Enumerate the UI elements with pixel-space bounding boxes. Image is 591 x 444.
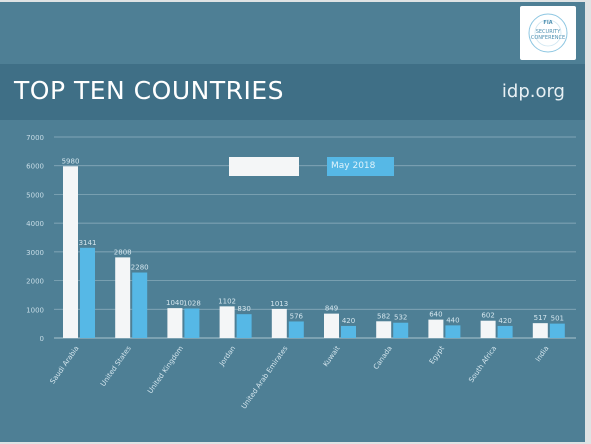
data-label: 5980 — [62, 157, 80, 165]
bar-series-2 — [445, 325, 461, 338]
y-tick-label: 2000 — [26, 278, 44, 286]
conference-logo: FIA SECURITY CONFERENCE — [520, 6, 576, 60]
legend-swatch-series-2 — [327, 157, 394, 176]
x-category-label: United Arab Emirates — [240, 344, 290, 410]
data-label: 1040 — [166, 299, 184, 307]
bar-series-1 — [480, 320, 496, 338]
y-tick-label: 4000 — [26, 220, 44, 228]
data-label: 602 — [481, 312, 494, 320]
bar-series-1 — [428, 319, 444, 338]
title-band — [0, 64, 585, 120]
x-category-label: Jordan — [217, 345, 237, 369]
x-category-label: United Kingdom — [146, 344, 185, 395]
bar-series-2 — [288, 321, 304, 338]
bar-chart: 1000 2000 3000 4000 5000 6000 7000 0 5980 3141 Sau… — [26, 134, 576, 411]
legend-swatch-series-1 — [229, 157, 299, 176]
x-category-label: Egypt — [428, 344, 446, 365]
data-label: 830 — [237, 305, 250, 313]
bar-series-2 — [184, 308, 200, 338]
y-tick-label: 0 — [40, 335, 44, 343]
x-category-label: India — [534, 345, 550, 364]
bar-series-1 — [532, 323, 548, 338]
data-label: 582 — [377, 312, 390, 320]
bar-series-2 — [341, 325, 356, 338]
data-label: 849 — [325, 305, 338, 313]
data-label: 532 — [394, 314, 407, 322]
y-tick-label: 3000 — [26, 249, 44, 257]
data-label: 2280 — [131, 264, 149, 272]
slide-title: TOP TEN COUNTRIES — [14, 76, 284, 105]
bar-series-1 — [115, 257, 131, 338]
x-category-label: Saudi Arabia — [49, 345, 81, 386]
bar-series-1 — [63, 166, 78, 338]
bar-series-2 — [497, 325, 513, 338]
x-category-label: United States — [99, 344, 133, 388]
bar-series-2 — [132, 272, 148, 338]
x-category-label: Kuwait — [322, 344, 342, 368]
logo-line-2: SECURITY — [535, 29, 561, 35]
bar-series-1 — [324, 313, 339, 338]
data-label: 440 — [446, 316, 459, 324]
data-label: 420 — [498, 317, 511, 325]
data-label: 1028 — [183, 299, 201, 307]
globe-icon — [528, 13, 568, 53]
legend-label-series-2: May 2018 — [331, 161, 376, 171]
x-category-label: South Africa — [467, 345, 498, 384]
x-category-label: Canada — [372, 345, 394, 371]
data-label: 420 — [342, 317, 355, 325]
data-label: 3141 — [79, 239, 97, 247]
y-tick-label: 5000 — [26, 191, 44, 199]
bar-series-2 — [393, 322, 409, 338]
logo-line-3: CONFERENCE — [530, 35, 566, 41]
data-label: 501 — [551, 315, 564, 323]
bar-series-2 — [80, 247, 95, 338]
data-label: 1102 — [218, 297, 236, 305]
bar-series-1 — [271, 308, 287, 338]
data-label: 1013 — [270, 300, 288, 308]
bar-series-2 — [549, 323, 565, 338]
y-tick-label: 7000 — [26, 134, 44, 142]
y-tick-label: 6000 — [26, 163, 44, 171]
data-label: 517 — [534, 314, 547, 322]
data-label: 576 — [290, 312, 304, 320]
website-label: idp.org — [501, 81, 565, 102]
bar-series-2 — [236, 314, 252, 338]
bar-series-1 — [167, 308, 183, 338]
logo-line-1: FIA — [543, 20, 553, 26]
bar-series-1 — [219, 306, 235, 338]
y-tick-label: 1000 — [26, 306, 44, 314]
bar-series-1 — [376, 321, 392, 338]
data-label: 640 — [429, 311, 442, 319]
data-label: 2808 — [114, 248, 132, 256]
